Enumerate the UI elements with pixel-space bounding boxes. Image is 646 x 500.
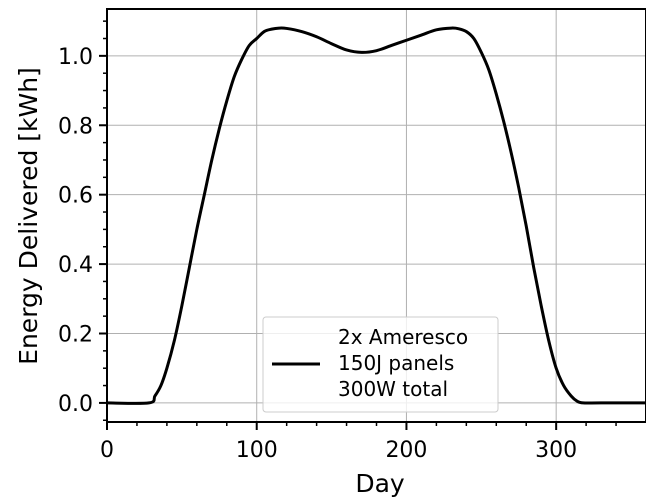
y-tick-label: 0.8 [58,114,93,139]
legend: 2x Ameresco 150J panels 300W total [262,316,499,413]
legend-label-line-3: 300W total [338,377,448,401]
y-tick-label: 0.6 [58,184,93,209]
y-tick-label: 0.4 [58,253,93,278]
x-axis-label: Day [355,469,405,498]
data-series [106,26,646,405]
y-axis-label: Energy Delivered [kWh] [14,67,43,365]
y-tick-label: 0.2 [58,323,93,348]
x-tick-label: 100 [236,438,278,463]
y-tick-label: 1.0 [58,45,93,70]
x-tick-label: 0 [100,438,114,463]
tick-labels: 0 100 200 300 0.0 0.2 0.4 0.6 0.8 1.0 [58,45,577,463]
legend-label-line-1: 2x Ameresco [338,325,468,349]
y-tick-label: 0.0 [58,392,93,417]
legend-label-line-2: 150J panels [338,351,454,375]
legend-box [262,316,499,413]
series-line [106,26,646,405]
x-tick-label: 200 [385,438,427,463]
x-tick-label: 300 [535,438,577,463]
major-ticks [99,54,558,430]
plot-frame [106,8,646,423]
